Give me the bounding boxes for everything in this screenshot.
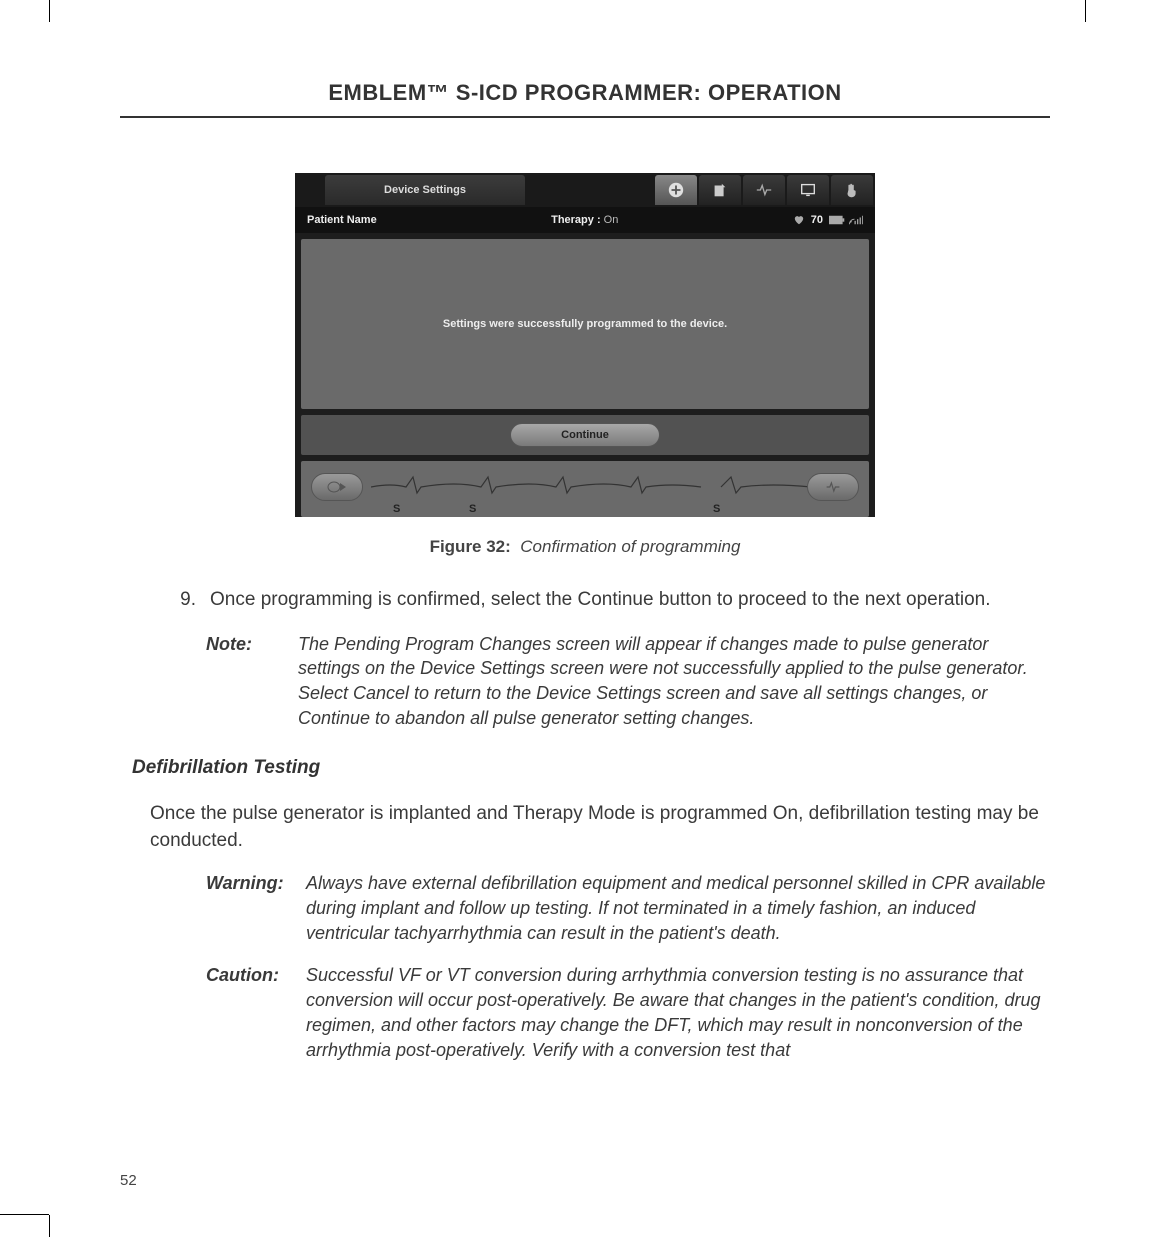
battery-signal-icon [829,214,863,226]
page-number: 52 [120,1172,137,1189]
warning-label: Warning: [206,871,306,945]
continue-button[interactable]: Continue [510,423,660,447]
device-message-panel: Settings were successfully programmed to… [301,239,869,409]
caution-text: Successful VF or VT conversion during ar… [306,963,1050,1062]
warning-text: Always have external defibrillation equi… [306,871,1050,945]
ecg-left-button[interactable] [311,473,363,501]
rescue-shock-icon[interactable] [655,175,697,205]
s-marker: S [713,503,720,515]
caution-label: Caution: [206,963,306,1062]
success-message: Settings were successfully programmed to… [443,318,727,330]
s-marker: S [393,503,400,515]
monitor-icon[interactable] [787,175,829,205]
note-text: The Pending Program Changes screen will … [298,632,1050,731]
section-heading: Defibrillation Testing [132,757,1050,779]
device-settings-tab[interactable]: Device Settings [325,175,525,205]
step-number: 9. [170,587,210,614]
figure-caption-text: Confirmation of programming [520,537,740,556]
patient-name-label: Patient Name [307,214,377,226]
device-button-row: Continue [301,415,869,455]
capture-icon[interactable] [699,175,741,205]
header-rule [120,116,1050,118]
step-9: 9. Once programming is confirmed, select… [170,587,1050,614]
caution-block: Caution: Successful VF or VT conversion … [206,963,1050,1062]
note-block: Note: The Pending Program Changes screen… [206,632,1050,731]
figure-caption: Figure 32: Confirmation of programming [120,537,1050,557]
device-ecg-strip: S S S [301,461,869,517]
s-marker: S [469,503,476,515]
page-header: EMBLEM™ S-ICD PROGRAMMER: OPERATION [120,80,1050,116]
ecg-waveform [371,473,811,497]
intro-paragraph: Once the pulse generator is implanted an… [150,801,1050,855]
figure-number: Figure 32: [430,537,511,556]
device-tabbar: Device Settings [295,173,875,207]
device-screenshot: Device Settings [295,173,875,517]
device-infobar: Patient Name Therapy : On 70 [295,207,875,233]
therapy-value: On [604,214,619,226]
ecg-icon[interactable] [743,175,785,205]
warning-block: Warning: Always have external defibrilla… [206,871,1050,945]
hand-icon[interactable] [831,175,873,205]
ecg-right-button[interactable] [807,473,859,501]
step-text: Once programming is confirmed, select th… [210,587,991,614]
therapy-label: Therapy : [551,214,601,226]
note-label: Note: [206,632,298,731]
heart-rate-value: 70 [811,214,823,226]
heart-icon [793,214,805,226]
